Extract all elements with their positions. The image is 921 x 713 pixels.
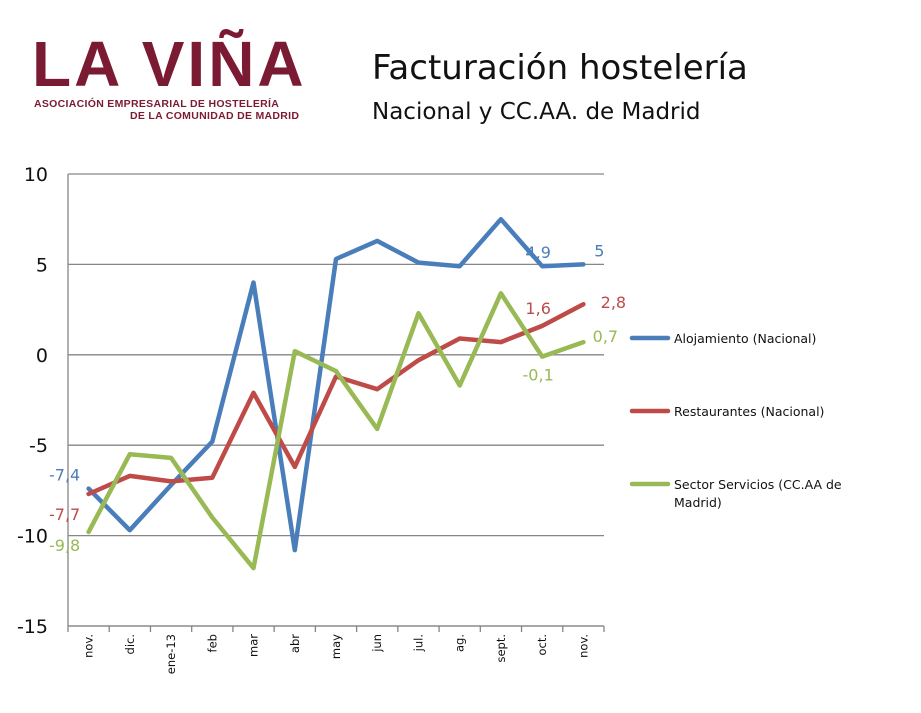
data-label: -7,4	[49, 466, 80, 485]
logo-subtitle-line-1: ASOCIACIÓN EMPRESARIAL DE HOSTELERÍA	[34, 98, 280, 110]
y-tick-label: -10	[17, 526, 48, 548]
x-tick-label: may	[329, 634, 343, 659]
logo: LA VIÑA ASOCIACIÓN EMPRESARIAL DE HOSTEL…	[32, 32, 342, 122]
page-subtitle: Nacional y CC.AA. de Madrid	[372, 99, 701, 125]
data-label: -9,8	[49, 536, 80, 555]
y-tick-label: 0	[36, 345, 48, 367]
data-label: 0,7	[593, 327, 618, 346]
y-tick-label: -15	[17, 616, 48, 638]
x-tick-label: mar	[247, 634, 261, 657]
x-tick-label: feb	[205, 634, 219, 652]
y-tick-label: -5	[29, 435, 48, 457]
logo-wordmark: LA VIÑA	[32, 28, 307, 100]
x-tick-label: jul.	[411, 634, 425, 652]
data-label: 4,9	[525, 243, 550, 262]
x-tick-label: oct.	[535, 634, 549, 656]
logo-subtitle-line-2: DE LA COMUNIDAD DE MADRID	[130, 110, 300, 122]
x-tick-label: dic.	[123, 634, 137, 654]
series-line-3	[86, 291, 586, 571]
page-title: Facturación hostelería	[372, 48, 748, 88]
x-tick-label: ene-13	[164, 634, 178, 674]
y-tick-label: 10	[24, 164, 48, 186]
x-tick-label: nov.	[82, 634, 96, 658]
y-tick-label: 5	[36, 254, 48, 276]
legend-label-2: Restaurantes (Nacional)	[674, 404, 824, 419]
x-tick-label: abr	[288, 634, 302, 653]
data-label: 1,6	[525, 299, 550, 318]
data-label: 5	[594, 241, 604, 260]
data-label: -7,7	[49, 505, 80, 524]
legend-label-1: Alojamiento (Nacional)	[674, 331, 816, 346]
data-label: 2,8	[601, 293, 626, 312]
data-label: -0,1	[523, 366, 554, 385]
x-tick-label: jun	[370, 634, 384, 653]
x-tick-label: ag.	[453, 634, 467, 652]
x-tick-label: sept.	[494, 634, 508, 663]
legend-label-3: Sector Servicios (CC.AA de Madrid)	[674, 477, 842, 510]
x-tick-label: nov.	[576, 634, 590, 658]
series-line-2	[86, 301, 586, 497]
series-line-1	[86, 216, 586, 553]
